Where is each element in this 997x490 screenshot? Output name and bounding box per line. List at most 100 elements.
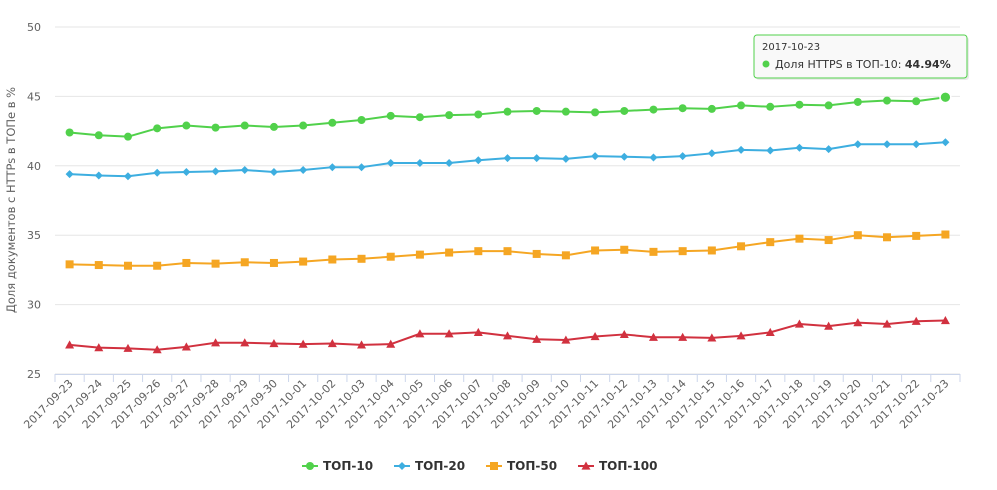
data-point[interactable] [561, 107, 570, 116]
data-point[interactable] [824, 145, 833, 154]
data-point[interactable] [269, 258, 278, 267]
data-point[interactable] [473, 327, 483, 336]
legend-item[interactable]: ТОП-20 [394, 459, 465, 473]
data-point[interactable] [94, 171, 103, 180]
data-point[interactable] [65, 260, 74, 269]
data-point[interactable] [882, 319, 892, 328]
data-point[interactable] [415, 329, 425, 338]
data-point[interactable] [474, 247, 483, 256]
data-point[interactable] [766, 102, 775, 111]
data-point[interactable] [182, 121, 191, 130]
data-point[interactable] [707, 149, 716, 158]
data-point[interactable] [94, 131, 103, 140]
data-point[interactable] [299, 165, 308, 174]
legend-item[interactable]: ТОП-10 [302, 459, 373, 473]
data-point[interactable] [474, 156, 483, 165]
data-point[interactable] [299, 121, 308, 130]
data-point[interactable] [357, 163, 366, 172]
data-point[interactable] [649, 153, 658, 162]
data-point[interactable] [737, 145, 746, 154]
data-point[interactable] [328, 163, 337, 172]
data-point[interactable] [649, 247, 658, 256]
data-point[interactable] [649, 105, 658, 114]
data-point[interactable] [707, 104, 716, 113]
data-point[interactable] [678, 152, 687, 161]
data-point[interactable] [853, 140, 862, 149]
data-point[interactable] [853, 318, 863, 327]
data-point[interactable] [94, 343, 104, 352]
data-point[interactable] [415, 250, 424, 259]
data-point[interactable] [824, 321, 834, 330]
data-point[interactable] [561, 154, 570, 163]
data-point[interactable] [153, 168, 162, 177]
data-point[interactable] [269, 168, 278, 177]
data-point[interactable] [240, 121, 249, 130]
data-point[interactable] [883, 233, 892, 242]
data-point[interactable] [269, 122, 278, 131]
data-point[interactable] [240, 165, 249, 174]
data-point[interactable] [328, 118, 337, 127]
data-point[interactable] [444, 329, 454, 338]
data-point[interactable] [678, 104, 687, 113]
data-point[interactable] [152, 345, 162, 354]
data-point[interactable] [883, 96, 892, 105]
data-point[interactable] [532, 106, 541, 115]
data-point[interactable] [474, 110, 483, 119]
data-point[interactable] [941, 138, 950, 147]
data-point[interactable] [327, 338, 337, 348]
data-point[interactable] [503, 247, 512, 256]
data-point[interactable] [182, 168, 191, 177]
data-point[interactable] [591, 108, 600, 117]
data-point[interactable] [153, 261, 162, 270]
legend-item[interactable]: ТОП-100 [578, 459, 657, 473]
data-point[interactable] [386, 339, 396, 348]
data-point[interactable] [445, 248, 454, 257]
data-point[interactable] [941, 230, 950, 239]
data-point[interactable] [795, 234, 804, 243]
legend-item[interactable]: ТОП-50 [486, 459, 557, 473]
data-point[interactable] [415, 159, 424, 168]
data-point[interactable] [707, 333, 717, 342]
data-point[interactable] [298, 339, 308, 348]
data-point[interactable] [619, 329, 629, 339]
data-point[interactable] [211, 338, 221, 347]
data-point[interactable] [912, 140, 921, 149]
data-point[interactable] [328, 255, 337, 264]
data-point[interactable] [736, 331, 746, 340]
data-point[interactable] [299, 257, 308, 266]
data-point[interactable] [65, 170, 74, 179]
data-point[interactable] [707, 246, 716, 255]
data-point[interactable] [824, 236, 833, 245]
data-point[interactable] [240, 338, 250, 347]
data-point[interactable] [503, 331, 512, 340]
data-point[interactable] [561, 335, 571, 344]
data-point[interactable] [153, 124, 162, 133]
data-point[interactable] [911, 316, 921, 325]
data-point[interactable] [211, 167, 220, 176]
data-point[interactable] [503, 107, 512, 116]
data-point[interactable] [65, 340, 75, 349]
data-point[interactable] [532, 249, 541, 258]
data-point[interactable] [883, 140, 892, 149]
data-point[interactable] [357, 254, 366, 263]
data-point[interactable] [532, 154, 541, 163]
data-point[interactable] [912, 97, 921, 106]
data-point[interactable] [766, 238, 775, 247]
data-point[interactable] [240, 258, 249, 267]
data-point[interactable] [532, 334, 542, 343]
data-point[interactable] [357, 115, 366, 124]
data-point[interactable] [620, 245, 629, 254]
data-point[interactable] [211, 259, 220, 268]
data-point[interactable] [824, 101, 833, 110]
data-point[interactable] [912, 231, 921, 240]
data-point[interactable] [590, 332, 600, 341]
data-point[interactable] [591, 152, 600, 161]
data-point[interactable] [940, 316, 950, 325]
data-point[interactable] [123, 261, 132, 270]
data-point[interactable] [678, 332, 688, 341]
data-point[interactable] [591, 246, 600, 255]
data-point[interactable] [766, 146, 775, 155]
data-point[interactable] [503, 154, 512, 163]
data-point[interactable] [357, 340, 367, 349]
data-point[interactable] [123, 343, 133, 352]
